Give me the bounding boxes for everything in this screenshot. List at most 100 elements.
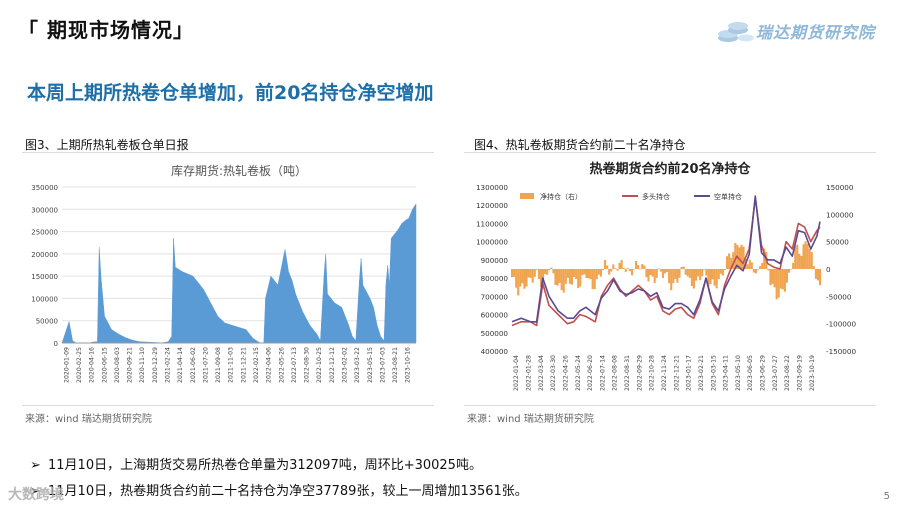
x-tick-label: 2020-11-10 [139, 347, 146, 383]
net-bar [705, 269, 708, 276]
net-bar [554, 269, 557, 285]
short-position-line [511, 195, 821, 323]
y-tick-label: 0 [54, 340, 58, 348]
y-tick-label: 200000 [31, 251, 58, 259]
left-y-tick-label: 500000 [481, 329, 509, 338]
net-bar [697, 269, 700, 277]
x-tick-label: 2022-10-28 [649, 355, 656, 391]
left-y-tick-label: 400000 [481, 347, 509, 356]
net-bar [535, 269, 538, 270]
net-bar [570, 269, 574, 285]
net-bar [734, 243, 737, 269]
x-tick-label: 2023-01-17 [686, 355, 693, 391]
right-y-tick-label: 100000 [826, 210, 854, 219]
net-bar [564, 269, 567, 284]
x-tick-label: 2022-04-06 [266, 347, 273, 383]
right-y-tick-label: 0 [826, 265, 831, 274]
x-tick-label: 2022-12-12 [329, 347, 336, 383]
net-bar [552, 269, 555, 274]
left-y-tick-label: 1300000 [476, 183, 508, 192]
net-bar [742, 246, 745, 269]
net-bar [558, 269, 561, 283]
inventory-area [61, 203, 417, 344]
left-y-tick-label: 1100000 [476, 219, 508, 228]
warehouse-receipt-chart: 库存期货:热轧卷板（吨） 0 50000 100000 150000 200000 2500… [22, 155, 434, 401]
net-bar [643, 265, 646, 269]
net-bar [647, 269, 650, 282]
net-bar [769, 269, 772, 286]
net-bar [566, 269, 569, 278]
net-bar [777, 269, 780, 298]
net-bar [690, 269, 693, 287]
left-y-tick-label: 1000000 [476, 238, 508, 247]
left-y-tick-label: 800000 [481, 274, 509, 283]
net-bar [539, 269, 543, 287]
net-bar [573, 269, 576, 278]
net-bar [513, 269, 516, 277]
bullet-text: 11月10日，上海期货交易所热卷仓单量为312097吨，周环比+30025吨。 [48, 458, 482, 473]
net-bar [750, 262, 753, 269]
net-bar [785, 269, 789, 283]
x-tick-label: 2022-04-26 [562, 355, 569, 391]
x-tick-label: 2020-08-03 [114, 347, 121, 383]
x-tick-label: 2023-06-29 [760, 355, 767, 391]
x-tick-label: 2021-07-20 [202, 347, 209, 383]
net-bar [787, 269, 791, 273]
net-bar [699, 269, 702, 281]
arrow-bullet-icon: ➢ [30, 458, 41, 473]
net-bar [637, 265, 640, 269]
net-bar [550, 267, 553, 269]
net-bar [595, 269, 598, 280]
net-bar [599, 269, 602, 277]
net-bar [612, 264, 615, 269]
legend-swatch [520, 193, 534, 199]
net-bar [674, 269, 677, 280]
x-tick-label: 2020-04-16 [89, 347, 96, 383]
net-bar [740, 244, 743, 269]
net-bar [655, 269, 658, 278]
net-bar [620, 259, 623, 269]
net-bar [806, 243, 809, 269]
right-y-tick-label: 50000 [826, 238, 849, 247]
net-bar [692, 269, 696, 289]
x-tick-label: 2020-06-15 [101, 347, 108, 383]
net-bar [752, 269, 755, 273]
net-bar [618, 262, 621, 269]
net-bar [676, 269, 679, 283]
net-bar [711, 269, 714, 280]
x-tick-label: 2023-10-19 [809, 355, 816, 391]
net-bar [686, 269, 689, 277]
right-caption-rule [464, 152, 876, 153]
net-bar [525, 269, 528, 287]
net-bar [577, 269, 580, 289]
net-bar [542, 269, 545, 283]
net-bar [678, 269, 681, 278]
net-bar [639, 268, 642, 270]
net-bar [593, 269, 596, 290]
net-bar [610, 269, 613, 272]
net-bar [771, 269, 774, 284]
net-bar [684, 269, 687, 275]
net-bar [581, 269, 584, 276]
net-bar [723, 269, 727, 271]
x-tick-label: 2023-08-22 [784, 355, 791, 391]
y-tick-label: 250000 [31, 229, 58, 237]
bullet-item: ➢ 11月10日，热卷期货合约前二十名持仓为净空37789张，较上一周增加1356… [30, 480, 528, 499]
x-tick-label: 2023-08-21 [392, 347, 399, 383]
x-tick-label: 2022-08-08 [612, 355, 619, 391]
x-tick-label: 2021-04-14 [177, 347, 184, 383]
left-y-tick-label: 1200000 [476, 201, 508, 210]
net-bar [575, 269, 578, 279]
right-y-tick-label: -150000 [826, 347, 856, 356]
x-tick-label: 2022-05-24 [575, 355, 582, 391]
net-bar [630, 269, 633, 276]
net-bar [661, 269, 664, 279]
net-bar [694, 269, 698, 281]
net-bar [709, 269, 712, 285]
y-tick-label: 350000 [31, 184, 58, 192]
x-tick-label: 2021-06-02 [190, 347, 197, 383]
net-bar [556, 269, 559, 286]
net-bar [763, 248, 766, 269]
right-y-tick-label: 150000 [826, 183, 854, 192]
net-bar [601, 269, 605, 271]
